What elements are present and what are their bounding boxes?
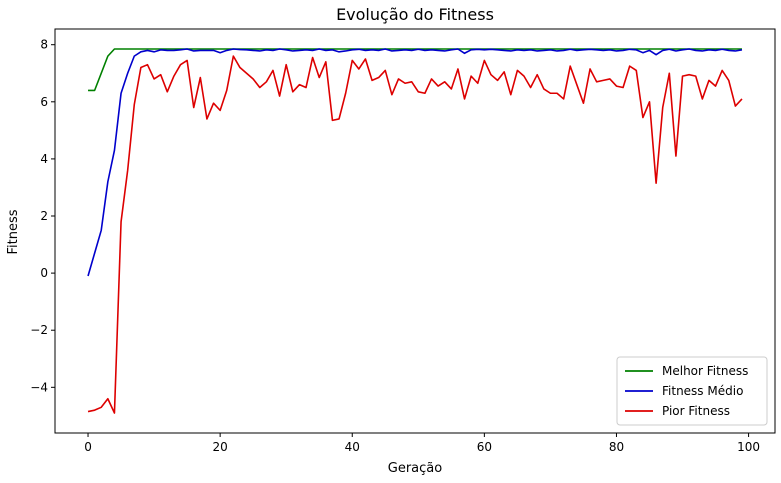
- x-tick-label: 60: [477, 440, 492, 454]
- x-axis-label: Geração: [388, 461, 442, 476]
- y-axis-label: Fitness: [6, 209, 21, 254]
- y-tick-label: 2: [40, 209, 48, 223]
- plot-area: [87, 48, 743, 414]
- y-tick-label: −4: [30, 380, 48, 394]
- legend-box: [616, 356, 768, 426]
- legend-label: Pior Fitness: [662, 404, 730, 418]
- y-tick-label: 8: [40, 38, 48, 52]
- x-tick-label: 80: [609, 440, 624, 454]
- legend-label: Fitness Médio: [662, 384, 743, 398]
- y-tick-label: −2: [30, 323, 48, 337]
- series-line-2: [87, 55, 743, 414]
- x-tick-label: 20: [212, 440, 227, 454]
- series-line-1: [87, 48, 743, 277]
- y-tick-label: 4: [40, 152, 48, 166]
- y-tick-label: 6: [40, 95, 48, 109]
- y-tick-label: 0: [40, 266, 48, 280]
- legend: Melhor Fitness Fitness Médio Pior Fitness: [616, 356, 768, 426]
- x-tick-label: 0: [84, 440, 92, 454]
- legend-label: Melhor Fitness: [662, 364, 748, 378]
- x-tick-label: 40: [345, 440, 360, 454]
- series-line-0: [88, 48, 742, 92]
- axes: 0 20 40 60 80 100 −4 −2 0 2 4 6 8: [30, 28, 776, 454]
- x-tick-label: 100: [737, 440, 760, 454]
- plot-frame: [54, 28, 776, 434]
- chart-title: Evolução do Fitness: [336, 5, 494, 24]
